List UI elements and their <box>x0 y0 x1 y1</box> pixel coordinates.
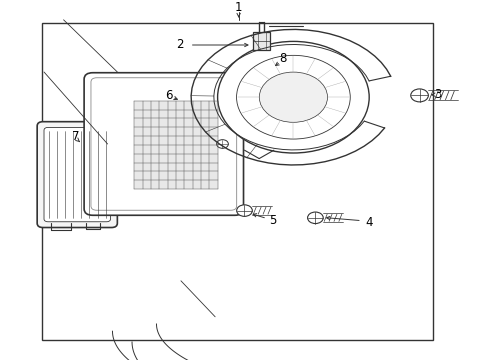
Circle shape <box>259 72 327 122</box>
Text: 3: 3 <box>433 88 441 101</box>
Text: 2: 2 <box>176 39 183 51</box>
Text: 6: 6 <box>164 89 172 102</box>
Text: 7: 7 <box>72 130 80 143</box>
Bar <box>134 101 217 189</box>
Circle shape <box>410 89 427 102</box>
Text: 5: 5 <box>268 214 276 227</box>
FancyBboxPatch shape <box>37 122 117 228</box>
FancyBboxPatch shape <box>84 73 243 215</box>
Text: 1: 1 <box>234 1 242 14</box>
Bar <box>41 23 432 340</box>
Text: 4: 4 <box>365 216 372 229</box>
FancyBboxPatch shape <box>44 127 110 222</box>
Circle shape <box>217 41 368 153</box>
FancyBboxPatch shape <box>252 32 270 50</box>
Text: 8: 8 <box>278 52 286 65</box>
Circle shape <box>236 205 252 216</box>
Circle shape <box>307 212 323 224</box>
Circle shape <box>216 140 228 148</box>
